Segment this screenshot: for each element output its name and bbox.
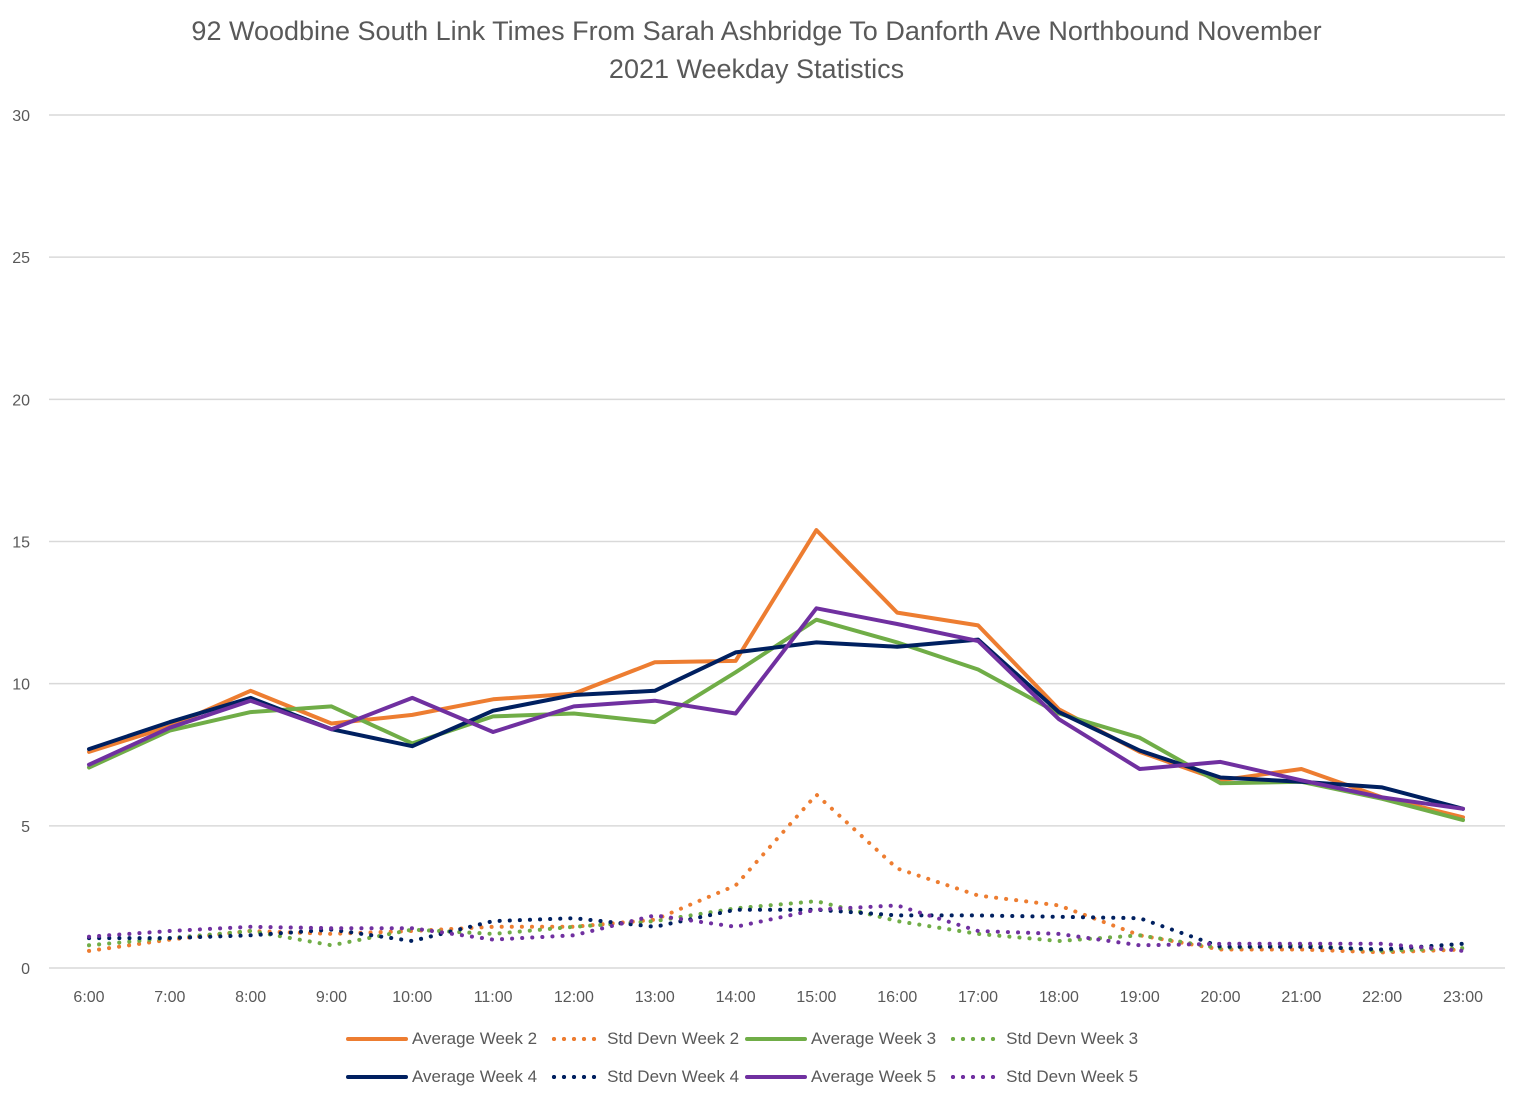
x-tick-label: 6:00 [73,989,104,1006]
x-tick-label: 13:00 [635,989,675,1006]
solid-line-swatch-icon [346,1073,408,1081]
legend-label: Std Devn Week 5 [1006,1067,1139,1086]
y-tick-label: 20 [12,392,30,409]
legend-item[interactable]: Average Week 5 [745,1067,936,1087]
series-line-average-week-3 [87,617,1465,823]
legend-item[interactable]: Average Week 4 [346,1067,537,1087]
y-tick-label: 0 [21,961,30,978]
x-tick-label: 8:00 [235,989,266,1006]
x-tick-label: 21:00 [1281,989,1321,1006]
x-tick-label: 20:00 [1201,989,1241,1006]
y-tick-label: 25 [12,250,30,267]
legend-label: Std Devn Week 4 [607,1067,740,1086]
dotted-line-swatch-icon [543,1035,603,1043]
legend-label: Average Week 5 [811,1067,937,1086]
chart-title-line-2: 2021 Weekday Statistics [608,54,905,84]
y-tick-label: 15 [12,535,30,552]
solid-line-swatch-icon [745,1035,808,1043]
legend-label: Average Week 3 [811,1029,937,1048]
y-tick-label: 5 [21,819,30,836]
solid-line-swatch-icon [745,1073,808,1081]
legend-item[interactable]: Average Week 3 [745,1029,936,1049]
series-lines [87,528,1465,955]
x-tick-label: 16:00 [877,989,917,1006]
dotted-line-swatch-icon [942,1035,1002,1043]
series-line-average-week-2 [87,528,1465,820]
x-tick-label: 12:00 [554,989,594,1006]
legend-item[interactable]: Std Devn Week 5 [942,1067,1138,1087]
legend-item[interactable]: Average Week 2 [346,1029,537,1049]
series-line-std-devn-week-2 [87,792,1465,955]
y-axis-ticks: 0 5 10 15 20 25 30 [12,108,30,978]
series-line-average-week-5 [87,606,1465,811]
dotted-line-swatch-icon [942,1073,1002,1081]
x-tick-label: 22:00 [1362,989,1402,1006]
x-tick-label: 11:00 [474,989,513,1006]
dotted-line-swatch-icon [543,1073,603,1081]
x-axis-ticks: 6:00 7:00 8:00 9:00 10:00 11:00 12:00 13:00 14:0… [73,989,1483,1006]
legend-item[interactable]: Std Devn Week 4 [543,1067,739,1087]
x-tick-label: 14:00 [716,989,756,1006]
x-tick-label: 7:00 [154,989,185,1006]
x-tick-label: 23:00 [1443,989,1483,1006]
legend-item[interactable]: Std Devn Week 3 [942,1029,1138,1049]
gridlines [49,114,1505,969]
legend-label: Average Week 4 [412,1067,538,1086]
legend-label: Std Devn Week 3 [1006,1029,1139,1048]
series-line-std-devn-week-5 [87,903,1465,953]
series-line-std-devn-week-4 [87,907,1465,952]
x-tick-label: 19:00 [1120,989,1160,1006]
legend-row: Average Week 4 Std Devn Week 4 Average Wee… [346,1067,1144,1087]
chart-title-line-1: 92 Woodbine South Link Times From Sarah … [191,16,1322,46]
legend-label: Std Devn Week 2 [607,1029,740,1048]
x-tick-label: 18:00 [1039,989,1079,1006]
x-tick-label: 10:00 [392,989,432,1006]
solid-line-swatch-icon [346,1035,408,1043]
x-tick-label: 9:00 [316,989,347,1006]
y-tick-label: 10 [12,677,30,694]
legend-label: Average Week 2 [412,1029,538,1048]
x-tick-label: 15:00 [796,989,836,1006]
x-tick-label: 17:00 [958,989,998,1006]
legend-item[interactable]: Std Devn Week 2 [543,1029,739,1049]
legend-row: Average Week 2 Std Devn Week 2 Average Wee… [346,1029,1144,1049]
chart-title: 92 Woodbine South Link Times From Sarah … [0,12,1513,88]
y-tick-label: 30 [12,108,30,125]
series-line-std-devn-week-3 [87,899,1465,953]
